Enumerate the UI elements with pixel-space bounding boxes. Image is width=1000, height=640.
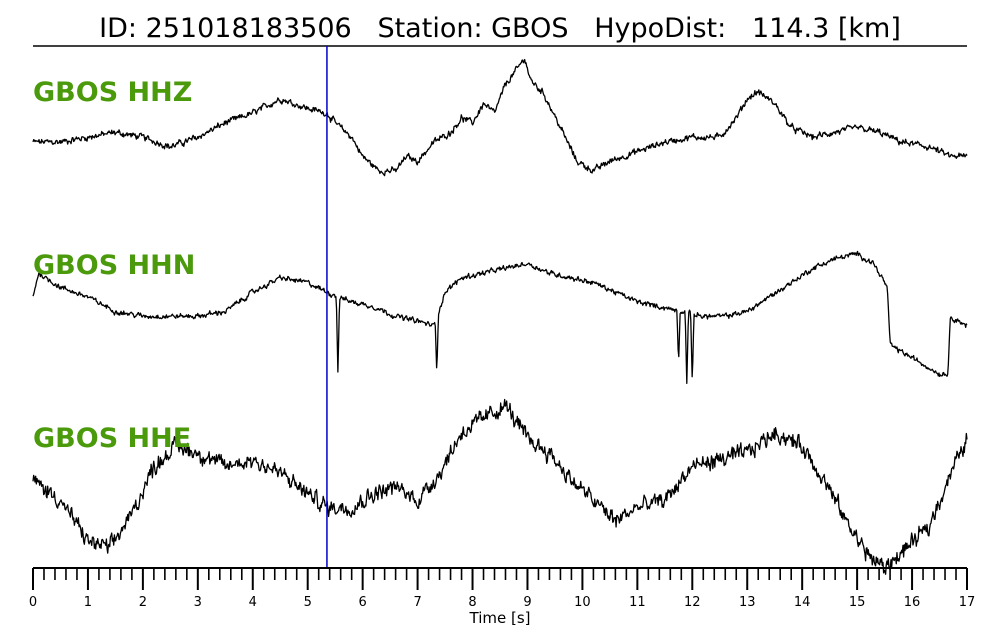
trace-group — [32, 58, 968, 575]
x-tick-label: 3 — [194, 595, 202, 610]
x-tick-label: 7 — [413, 595, 421, 610]
x-tick-label: 17 — [959, 595, 976, 610]
x-axis-label: Time [s] — [469, 609, 531, 627]
x-tick-label: 8 — [468, 595, 476, 610]
trace-label: GBOS HHN — [33, 250, 195, 281]
x-tick-label: 6 — [359, 595, 367, 610]
x-tick-label: 13 — [739, 595, 756, 610]
x-tick-label: 14 — [794, 595, 811, 610]
x-tick-label: 5 — [304, 595, 312, 610]
x-tick-label: 9 — [523, 595, 531, 610]
x-axis: 0 1 2 3 4 5 6 7 8 9 10 11 12 13 14 15 16 17 — [29, 567, 976, 610]
x-tick-label: 4 — [249, 595, 257, 610]
trace-gbos-hhz — [32, 58, 968, 177]
x-tick-label: 16 — [904, 595, 921, 610]
x-tick-label: 12 — [684, 595, 701, 610]
x-tick-label: 2 — [139, 595, 147, 610]
x-tick-label: 15 — [849, 595, 866, 610]
trace-label: GBOS HHE — [33, 423, 191, 454]
trace-label: GBOS HHZ — [33, 77, 192, 108]
x-tick-label: 1 — [84, 595, 92, 610]
trace-gbos-hhe — [32, 398, 968, 575]
x-tick-label: 10 — [574, 595, 591, 610]
trace-gbos-hhn — [32, 250, 968, 385]
trace-label-group: GBOS HHZ GBOS HHN GBOS HHE — [33, 77, 195, 454]
x-tick-label: 0 — [29, 595, 37, 610]
x-tick-label: 11 — [629, 595, 646, 610]
chart-title: ID: 251018183506 Station: GBOS HypoDist:… — [99, 13, 901, 44]
